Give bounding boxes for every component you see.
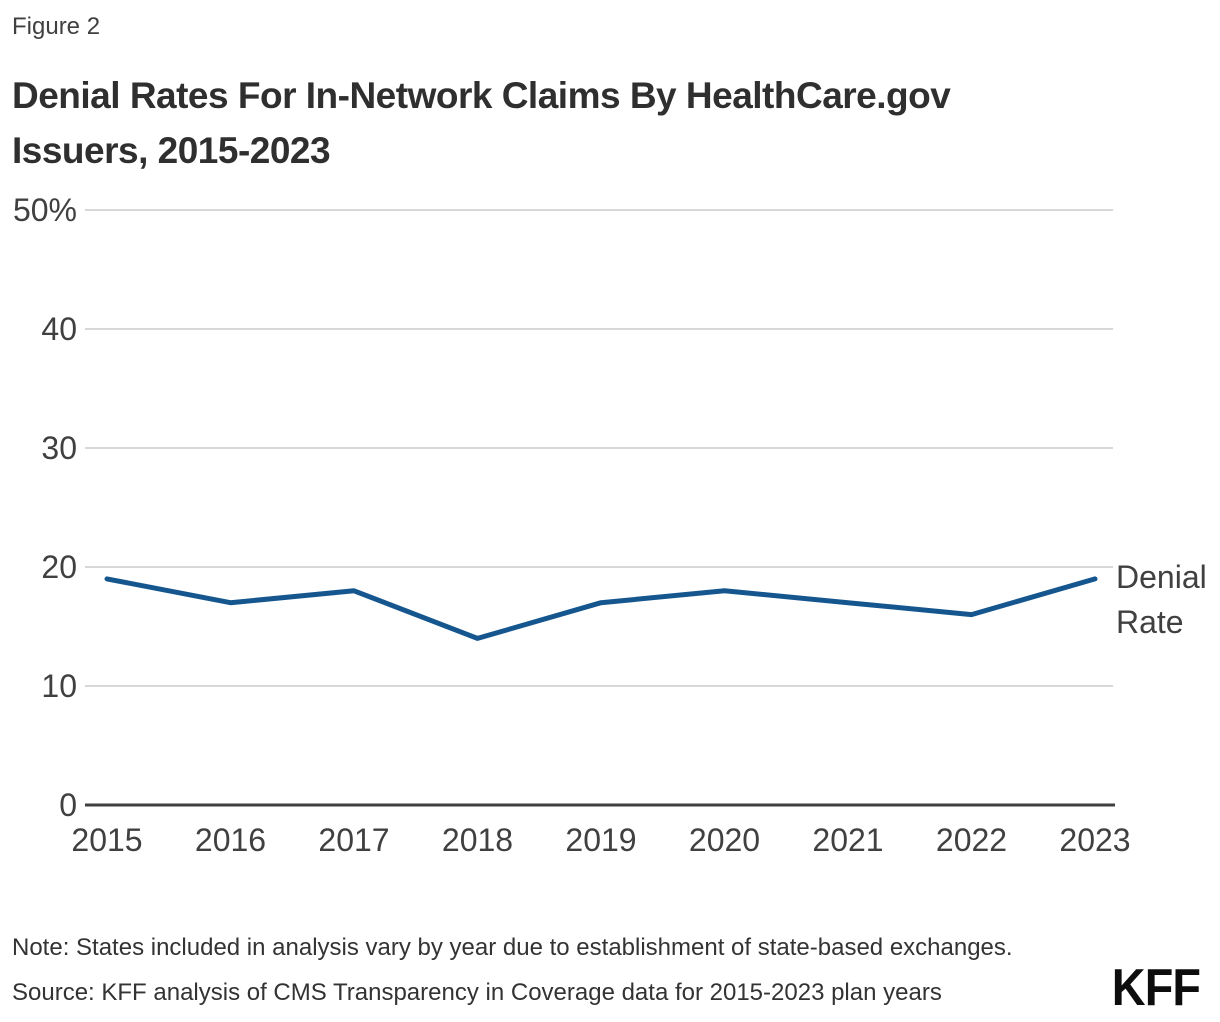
- note-text: Note: States included in analysis vary b…: [12, 934, 1013, 961]
- denial-rate-line: [104, 576, 1098, 641]
- chart-title-line1: Denial Rates For In-Network Claims By He…: [12, 75, 951, 116]
- x-axis-tick-label: 2020: [689, 822, 760, 858]
- series-label: Rate: [1116, 604, 1184, 640]
- source-text: Source: KFF analysis of CMS Transparency…: [12, 979, 942, 1006]
- y-axis-tick-label: 10: [41, 668, 77, 704]
- x-axis-tick-label: 2017: [318, 822, 389, 858]
- chart-title: Denial Rates For In-Network Claims By He…: [12, 68, 1152, 178]
- x-axis-tick-label: 2016: [195, 822, 266, 858]
- x-axis-tick-label: 2023: [1059, 822, 1130, 858]
- x-axis-tick-label: 2019: [565, 822, 636, 858]
- x-axis-tick-label: 2022: [936, 822, 1007, 858]
- x-axis-tick-label: 2015: [71, 822, 142, 858]
- y-axis-tick-label: 50%: [13, 192, 77, 228]
- kff-logo: KFF: [1111, 959, 1201, 1017]
- y-axis-tick-label: 0: [59, 787, 77, 823]
- chart-title-line2: Issuers, 2015-2023: [12, 130, 331, 171]
- x-axis-tick-label: 2018: [442, 822, 513, 858]
- x-axis-tick-label: 2021: [812, 822, 883, 858]
- y-axis-tick-label: 40: [41, 311, 77, 347]
- y-axis-tick-label: 20: [41, 549, 77, 585]
- figure-label: Figure 2: [12, 13, 101, 40]
- y-axis-tick-label: 30: [41, 430, 77, 466]
- series-label: Denial: [1116, 559, 1207, 595]
